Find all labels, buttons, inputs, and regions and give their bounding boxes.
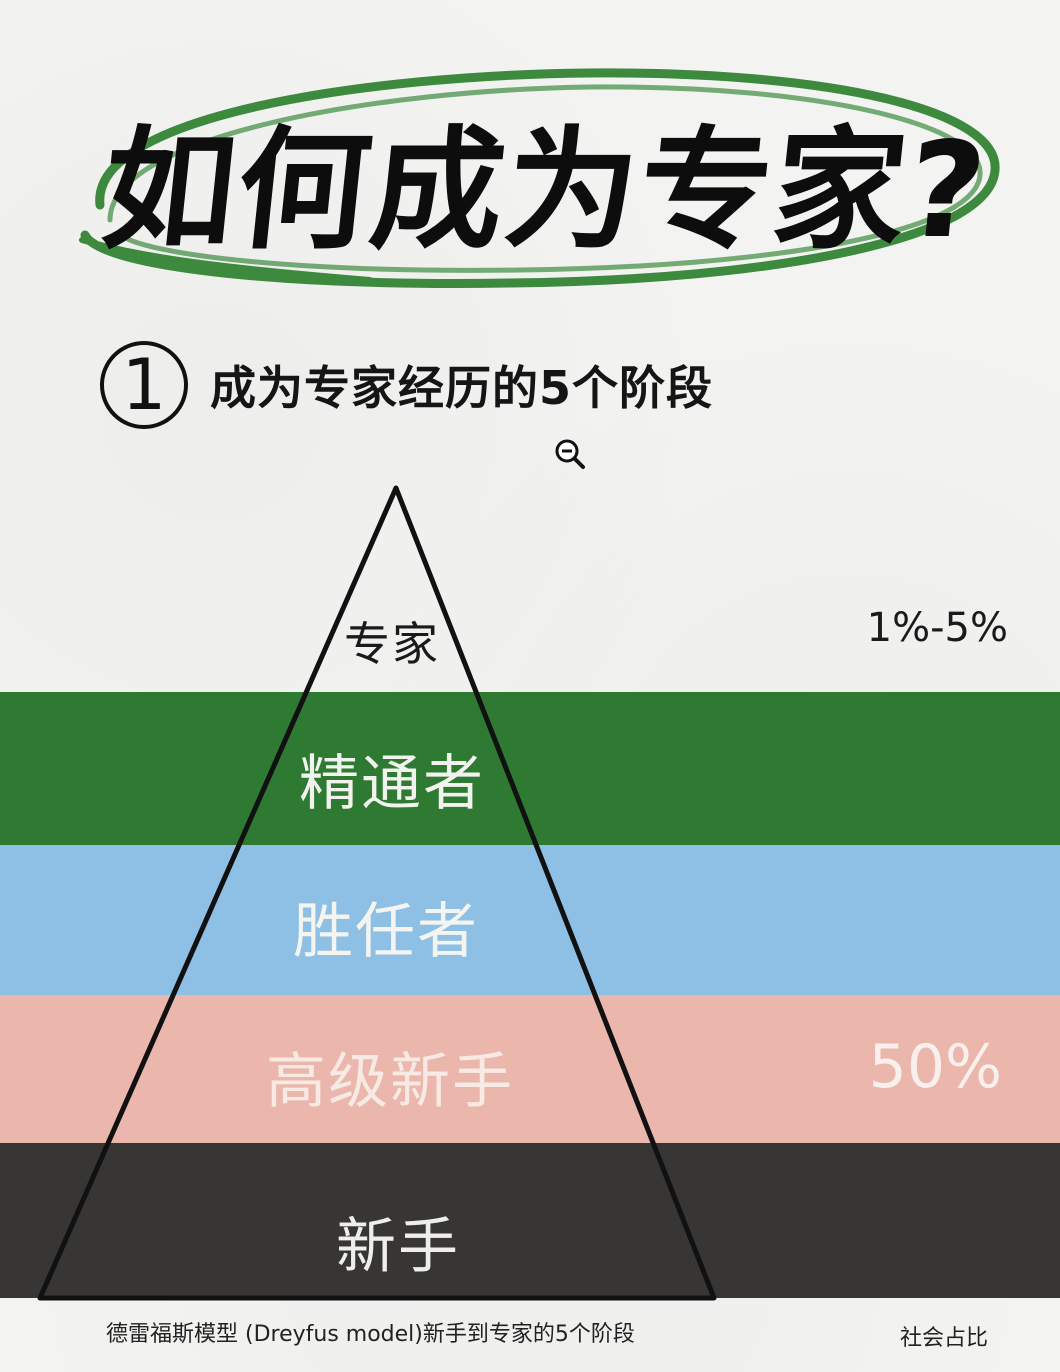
section-heading: 1 成为专家经历的5个阶段 [100,335,713,435]
title-ring [79,68,1000,288]
band-competent [0,845,1060,995]
zoom-out-icon[interactable] [554,438,586,470]
level-proficient: 精通者 [299,749,485,819]
title-block: 如何成为专家? [70,55,1010,305]
page-title: 如何成为专家? [95,114,995,268]
percentage-middle: 50% [868,1032,1002,1102]
section-title: 成为专家经历的5个阶段 [210,361,714,415]
band-proficient [0,692,1060,845]
level-novice: 新手 [336,1212,460,1282]
percentage-expert: 1%-5% [866,605,1008,651]
section-number: 1 [100,341,188,429]
caption-social-share: 社会占比 [899,1326,988,1351]
level-competent: 胜任者 [293,897,479,967]
level-expert: 专家 [344,617,440,671]
level-advanced-beginner: 高级新手 [266,1047,514,1117]
band-novice [0,1143,1060,1298]
caption: 德雷福斯模型 (Dreyfus model)新手到专家的5个阶段 [106,1322,635,1347]
